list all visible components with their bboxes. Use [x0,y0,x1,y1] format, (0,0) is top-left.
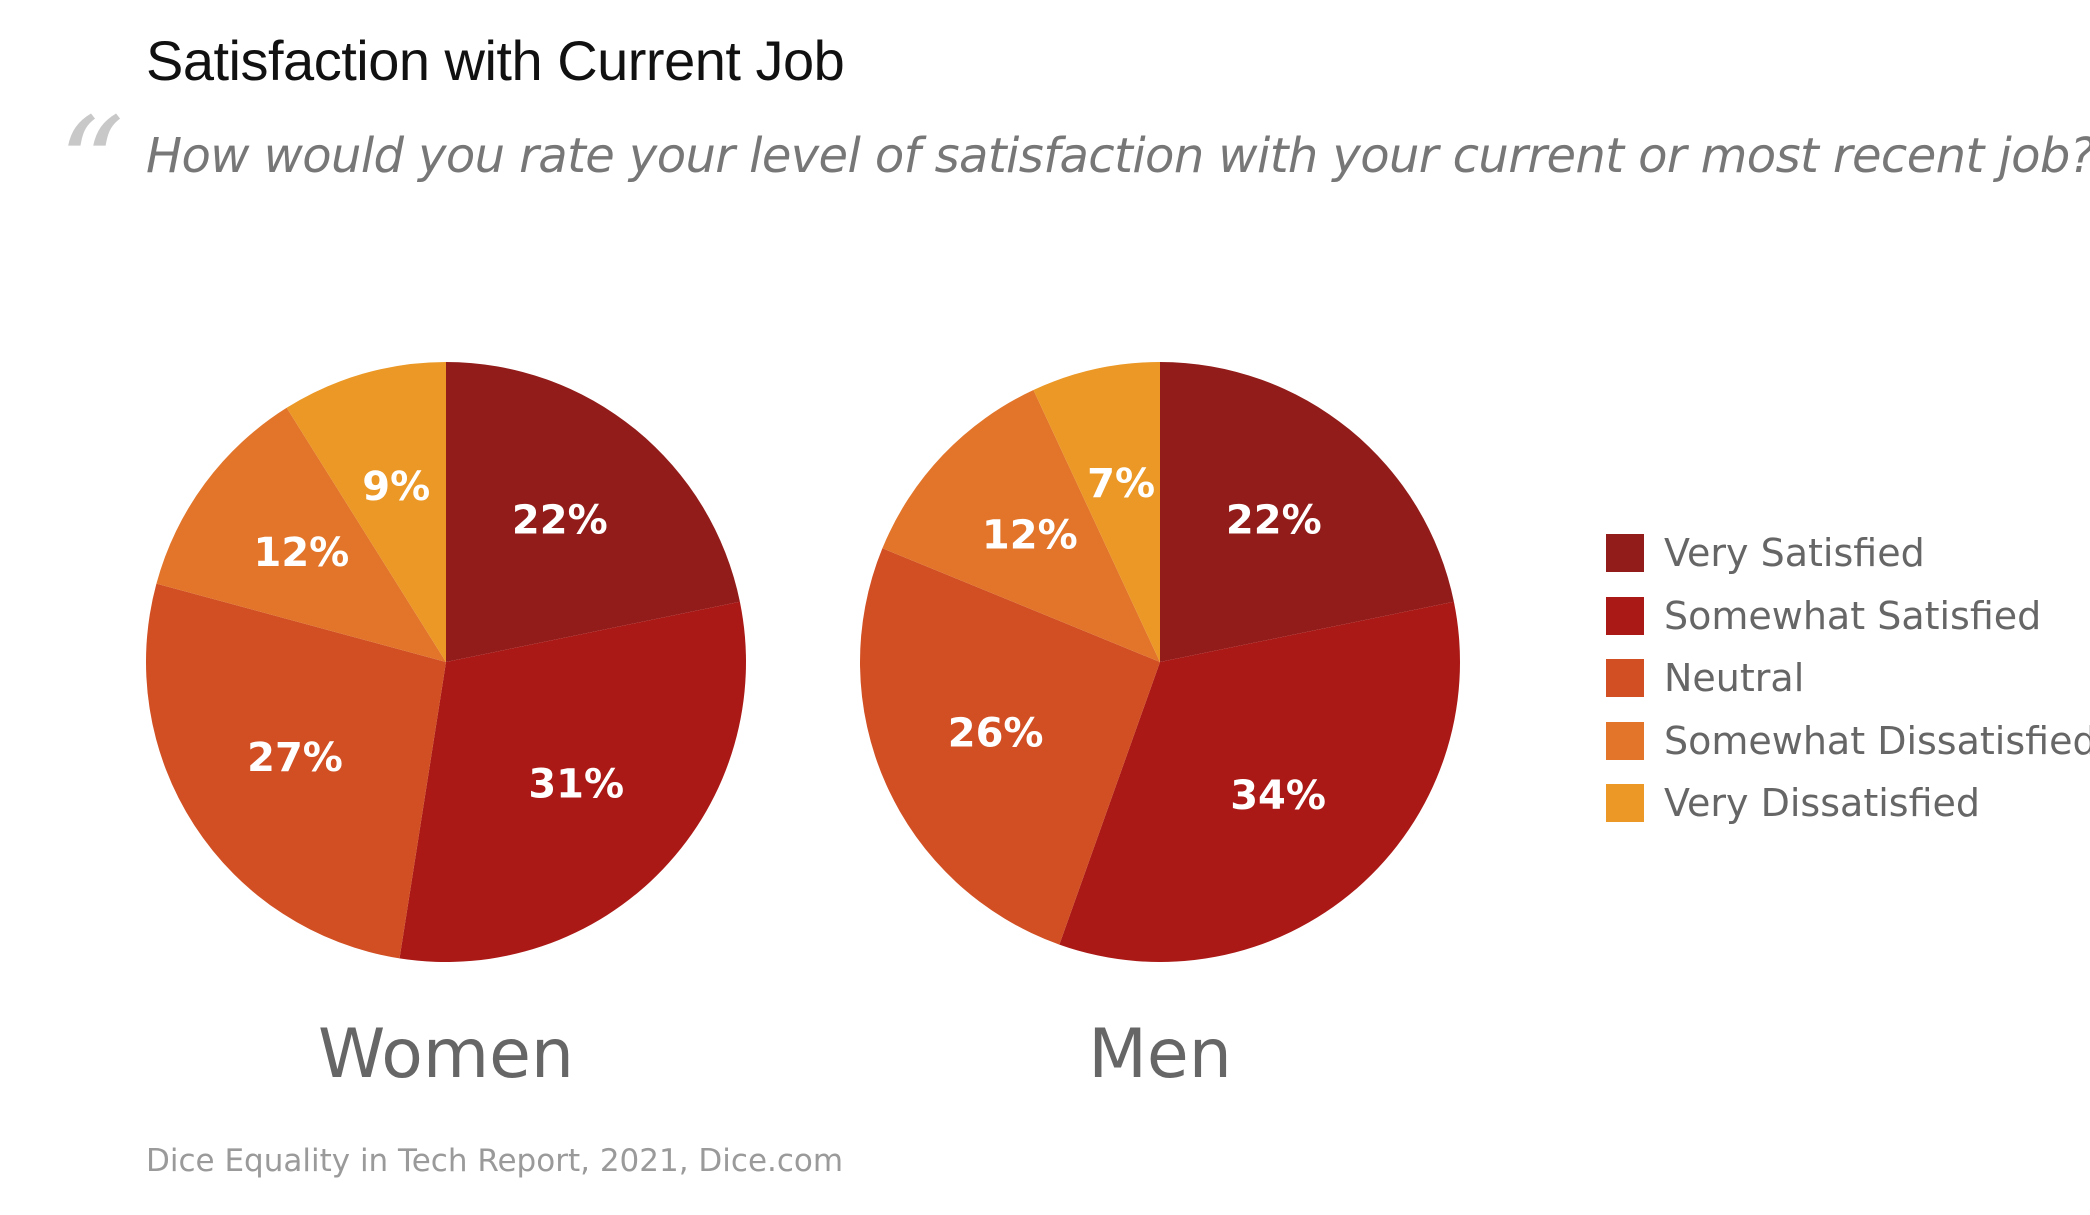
pie-slice [446,362,740,662]
pie-women: 22% 31% 27% 12% 9% [145,362,746,962]
slice-value-label: 26% [948,710,1044,756]
pie-slice [156,407,446,662]
pie-slice [882,389,1160,662]
pie-slice [1059,601,1461,963]
slice-value-label: 7% [1087,461,1155,507]
pie-men: 22% 34% 26% 12%7% [859,362,1461,963]
slice-value-label: 22% [512,498,608,544]
slice-value-label: 34% [1230,773,1326,819]
legend-label: Somewhat Dissatisfied [1664,718,2090,763]
pie-slice [399,601,746,962]
legend-item-somewhat-satisfied: Somewhat Satisfied [1606,585,2090,648]
legend-label: Neutral [1664,656,1805,701]
slice-value-label: 27% [247,735,343,781]
survey-question: How would you rate your level of satisfa… [146,128,2090,184]
slice-value-label: 12% [982,513,1078,559]
legend-item-very-satisfied: Very Satisfied [1606,522,2090,585]
pie-caption-women: Women [317,1015,575,1094]
source-citation: Dice Equality in Tech Report, 2021, Dice… [146,1143,844,1179]
legend: Very Satisfied Somewhat Satisfied Neutra… [1606,522,2090,835]
quote-mark-icon: “ [58,89,125,241]
legend-label: Very Dissatisfied [1664,781,1981,826]
slice-value-label: 31% [528,761,624,807]
slice-value-label: 12% [253,530,349,576]
pie-slice [859,548,1160,945]
pie-slice [145,583,447,959]
legend-item-very-dissatisfied: Very Dissatisfied [1606,772,2090,835]
slice-value-label: 9% [362,464,430,510]
legend-swatch [1606,596,1644,635]
legend-swatch [1606,659,1644,698]
legend-label: Very Satisfied [1664,531,1925,576]
slice-value-label: 22% [1226,498,1322,544]
legend-swatch [1606,534,1644,573]
pie-slice [1160,362,1454,662]
legend-label: Somewhat Satisfied [1664,593,2042,638]
legend-swatch [1606,784,1644,823]
pie-caption-men: Men [1088,1015,1232,1094]
chart-title: Satisfaction with Current Job [146,29,845,92]
pie-slice [1033,362,1160,662]
legend-item-neutral: Neutral [1606,647,2090,710]
legend-swatch [1606,721,1644,760]
legend-item-somewhat-dissatisfied: Somewhat Dissatisfied [1606,710,2090,773]
pie-slice [286,362,446,662]
